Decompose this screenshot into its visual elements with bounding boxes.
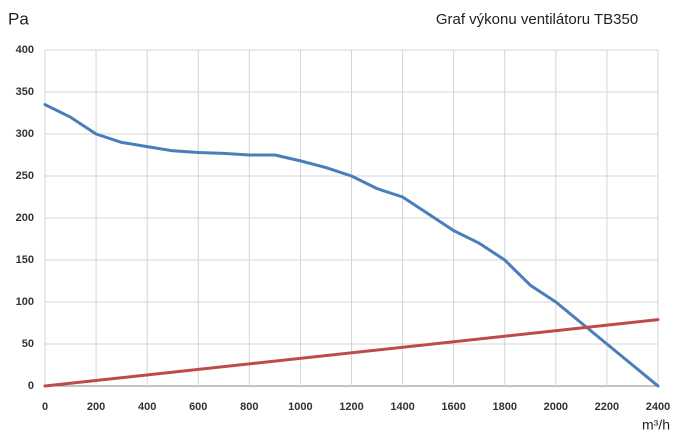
y-tick-label: 100 <box>16 296 34 308</box>
x-tick-label: 1000 <box>288 401 312 413</box>
y-tick-label: 250 <box>16 170 34 182</box>
y-tick-label: 400 <box>16 44 34 56</box>
y-tick-label: 350 <box>16 86 34 98</box>
y-tick-label: 300 <box>16 128 34 140</box>
x-tick-label: 2400 <box>646 401 670 413</box>
series-line <box>43 318 660 388</box>
x-tick-label: 1800 <box>493 401 517 413</box>
y-tick-label: 50 <box>22 338 34 350</box>
chart-title: Graf výkonu ventilátoru TB350 <box>436 11 638 28</box>
x-tick-label: 1200 <box>339 401 363 413</box>
y-tick-label: 0 <box>28 380 34 392</box>
x-tick-label: 1600 <box>441 401 465 413</box>
x-tick-label: 0 <box>42 401 48 413</box>
y-tick-label: 150 <box>16 254 34 266</box>
x-tick-label: 2200 <box>595 401 619 413</box>
x-tick-label: 200 <box>87 401 105 413</box>
y-tick-label: 200 <box>16 212 34 224</box>
series-line <box>43 103 660 388</box>
x-axis-label: m³/h <box>642 417 670 433</box>
y-axis-label: Pa <box>8 9 29 28</box>
x-tick-label: 2000 <box>544 401 568 413</box>
x-tick-label: 800 <box>240 401 258 413</box>
x-tick-label: 400 <box>138 401 156 413</box>
x-tick-label: 600 <box>189 401 207 413</box>
x-tick-label: 1400 <box>390 401 414 413</box>
